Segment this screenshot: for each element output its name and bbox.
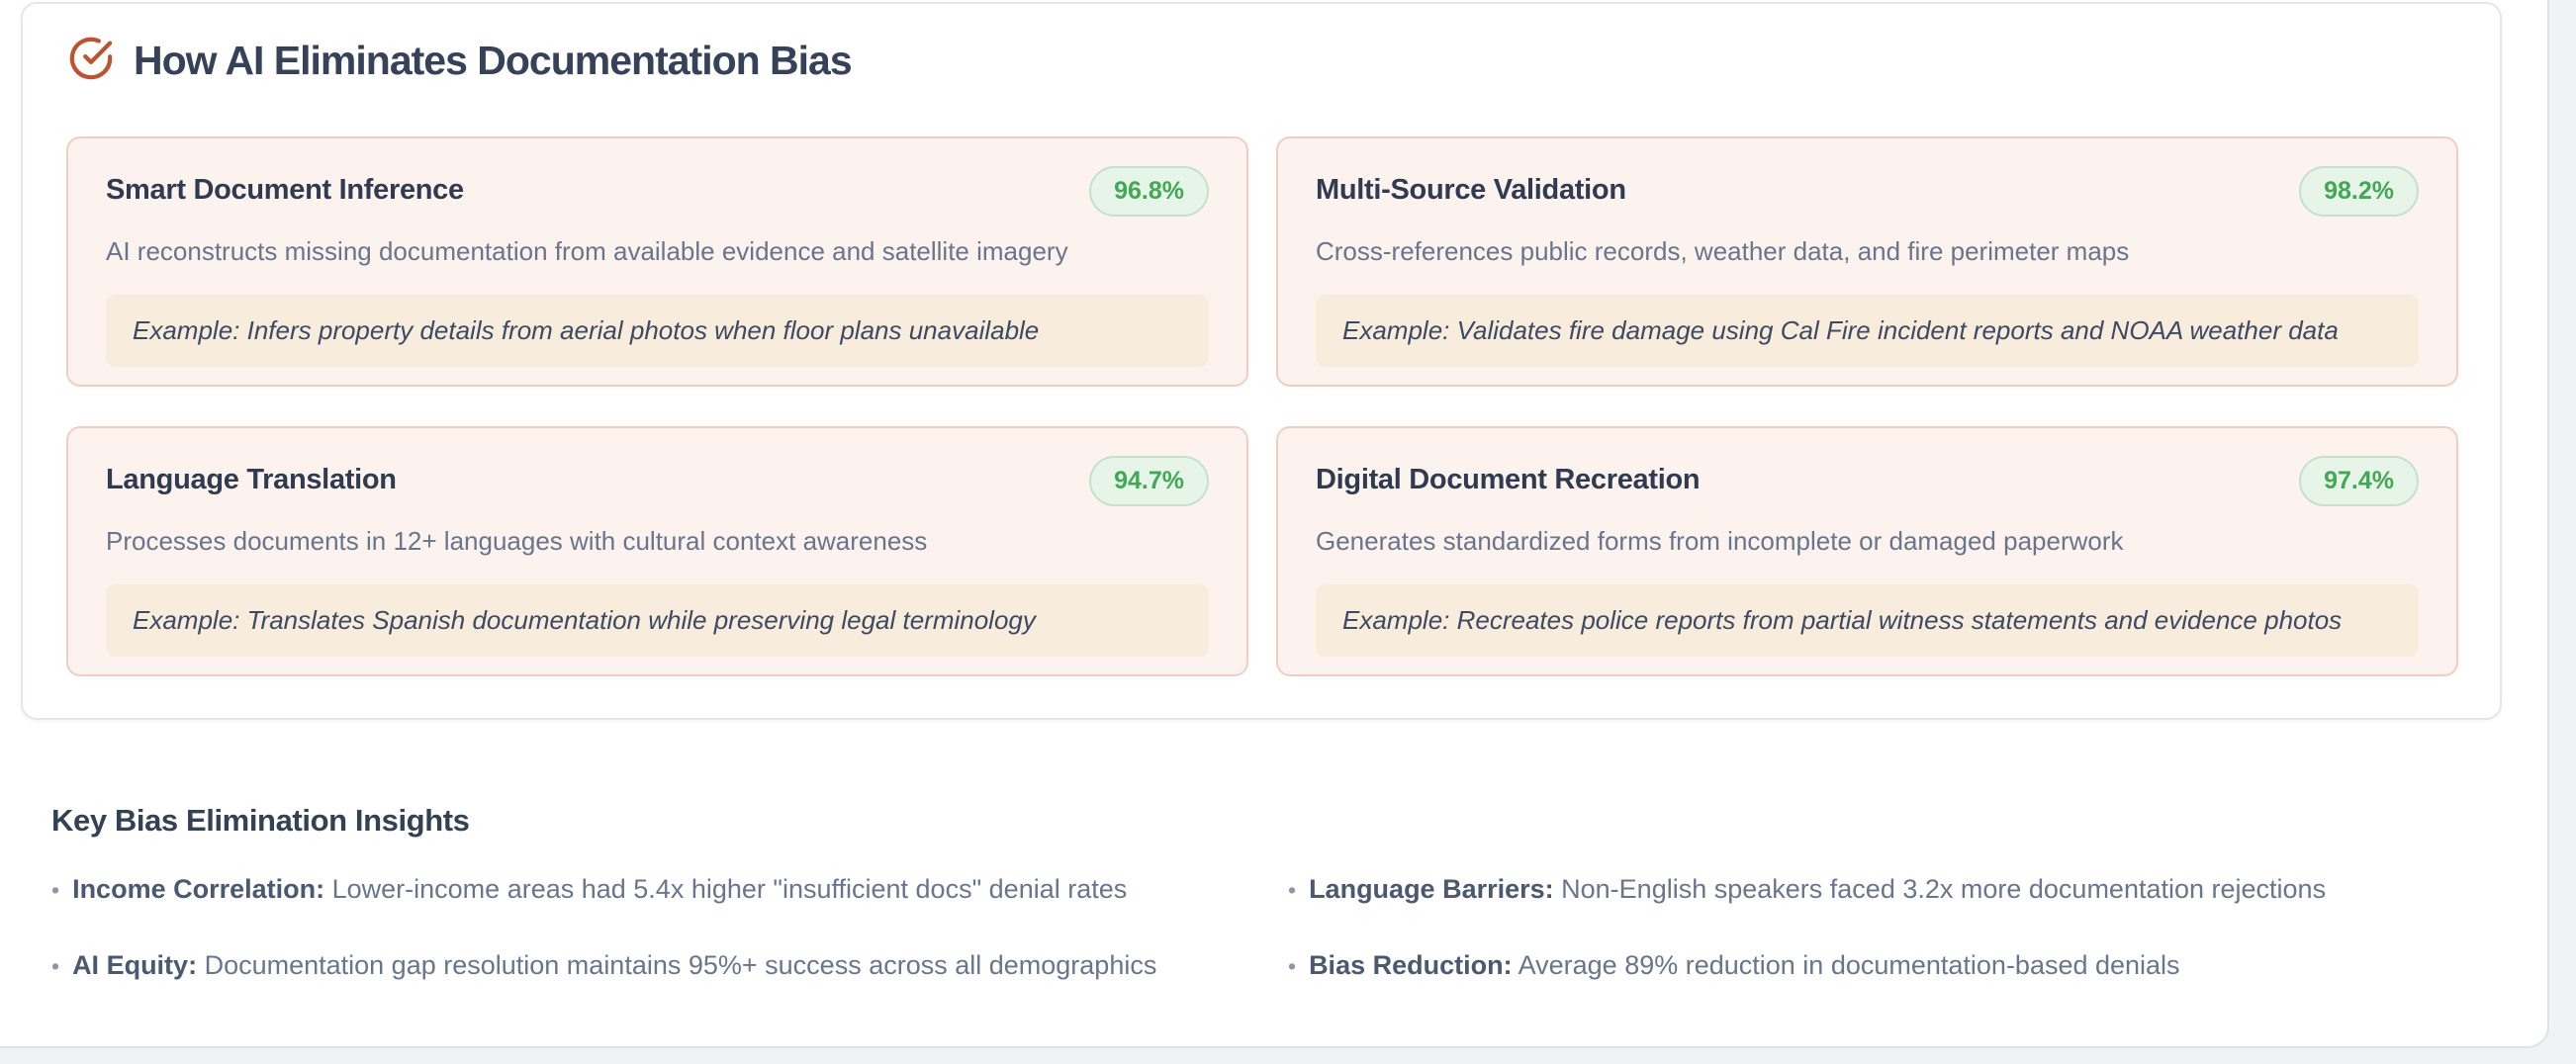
section-header: How AI Eliminates Documentation Bias: [23, 4, 2500, 86]
insight-language-barriers: Language Barriers: Non-English speakers …: [1288, 874, 2517, 905]
key-insights-section: Key Bias Elimination Insights Income Cor…: [51, 803, 2517, 981]
insights-grid: Income Correlation: Lower-income areas h…: [51, 874, 2517, 981]
insight-bias-reduction: Bias Reduction: Average 89% reduction in…: [1288, 950, 2517, 981]
feature-card-smart-document-inference: Smart Document Inference 96.8% AI recons…: [66, 136, 1248, 387]
feature-description: AI reconstructs missing documentation fr…: [106, 236, 1068, 266]
feature-description: Processes documents in 12+ languages wit…: [106, 526, 928, 556]
page-title: How AI Eliminates Documentation Bias: [134, 38, 853, 83]
accuracy-badge: 96.8%: [1089, 166, 1209, 217]
feature-example: Example: Validates fire damage using Cal…: [1316, 295, 2419, 367]
insight-label: AI Equity:: [72, 950, 198, 980]
feature-card-digital-document-recreation: Digital Document Recreation 97.4% Genera…: [1276, 426, 2458, 676]
insight-label: Income Correlation:: [72, 874, 325, 904]
feature-card-header: Multi-Source Validation 98.2%: [1316, 166, 2419, 217]
feature-card-header: Language Translation 94.7%: [106, 456, 1209, 506]
insight-label: Language Barriers:: [1309, 874, 1554, 904]
insight-text: Non-English speakers faced 3.2x more doc…: [1561, 874, 2327, 904]
feature-card-header: Smart Document Inference 96.8%: [106, 166, 1209, 217]
feature-card-header: Digital Document Recreation 97.4%: [1316, 456, 2419, 506]
check-circle-icon: [68, 36, 114, 86]
insight-text: Lower-income areas had 5.4x higher "insu…: [331, 874, 1128, 904]
feature-card-multi-source-validation: Multi-Source Validation 98.2% Cross-refe…: [1276, 136, 2458, 387]
feature-example: Example: Infers property details from ae…: [106, 295, 1209, 367]
accuracy-badge: 94.7%: [1089, 456, 1209, 506]
feature-title: Language Translation: [106, 464, 397, 495]
feature-description: Generates standardized forms from incomp…: [1316, 526, 2124, 556]
feature-example: Example: Recreates police reports from p…: [1316, 584, 2419, 657]
insight-text: Documentation gap resolution maintains 9…: [204, 950, 1157, 980]
feature-title: Multi-Source Validation: [1316, 174, 1626, 206]
insights-heading: Key Bias Elimination Insights: [51, 803, 470, 838]
insight-income-correlation: Income Correlation: Lower-income areas h…: [51, 874, 1288, 905]
feature-description: Cross-references public records, weather…: [1316, 236, 2130, 266]
insight-label: Bias Reduction:: [1309, 950, 1513, 980]
feature-example: Example: Translates Spanish documentatio…: [106, 584, 1209, 657]
insight-ai-equity: AI Equity: Documentation gap resolution …: [51, 950, 1288, 981]
insight-text: Average 89% reduction in documentation-b…: [1518, 950, 2180, 980]
feature-title: Smart Document Inference: [106, 174, 464, 206]
feature-cards-grid: Smart Document Inference 96.8% AI recons…: [66, 136, 2458, 676]
feature-title: Digital Document Recreation: [1316, 464, 1701, 495]
accuracy-badge: 97.4%: [2299, 456, 2419, 506]
accuracy-badge: 98.2%: [2299, 166, 2419, 217]
ai-bias-section-card: How AI Eliminates Documentation Bias Sma…: [21, 2, 2502, 720]
feature-card-language-translation: Language Translation 94.7% Processes doc…: [66, 426, 1248, 676]
